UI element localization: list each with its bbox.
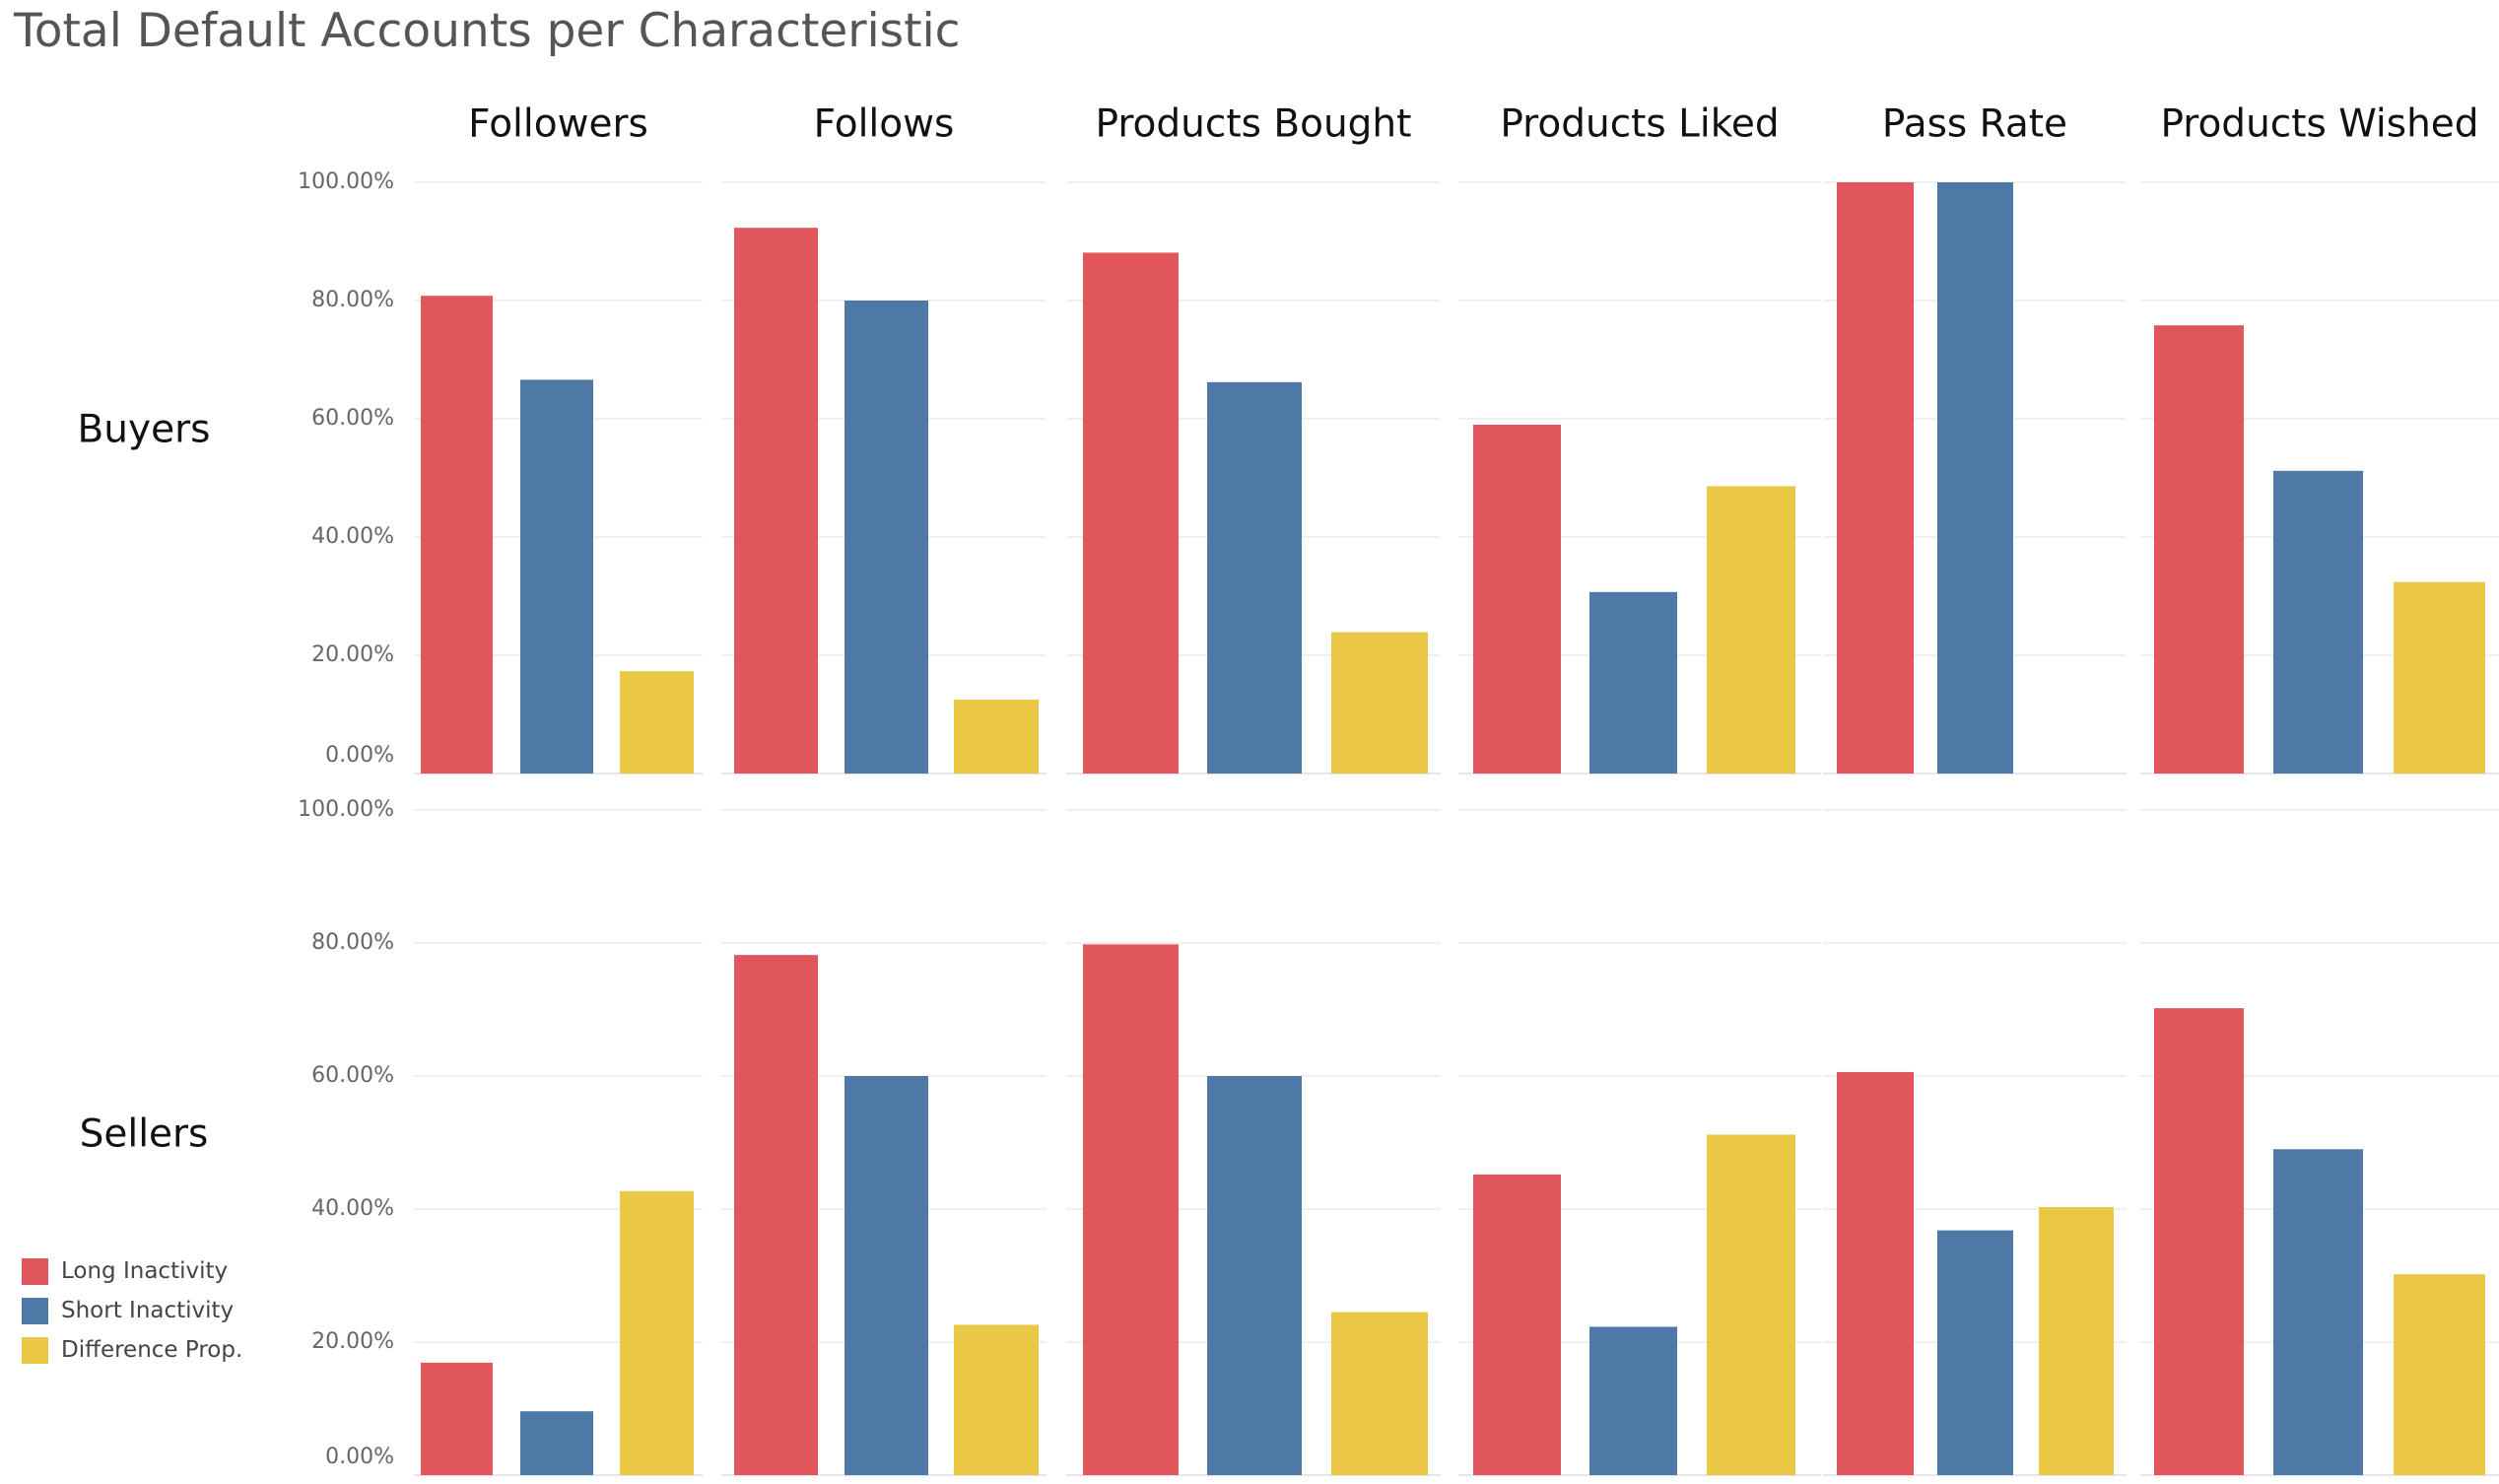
legend-item-long-inactivity[interactable]: Long Inactivity: [22, 1251, 242, 1291]
legend-label-difference-prop: Difference Prop.: [61, 1337, 243, 1363]
chart-title: Total Default Accounts per Characteristi…: [14, 4, 961, 58]
y-tick-label-buyers-60: 60.00%: [311, 406, 394, 431]
column-header-products-bought: Products Bought: [1096, 102, 1412, 147]
bar-buyers-pass-rate-long-inactivity[interactable]: [1837, 182, 1914, 774]
bar-sellers-products-bought-difference-prop[interactable]: [1331, 1312, 1428, 1475]
bar-sellers-products-wished-long-inactivity[interactable]: [2154, 1008, 2244, 1475]
legend-swatch-long-inactivity: [22, 1257, 48, 1285]
bar-buyers-follows-short-inactivity[interactable]: [844, 301, 928, 774]
bar-buyers-products-wished-difference-prop[interactable]: [2394, 581, 2485, 774]
bar-sellers-followers-difference-prop[interactable]: [620, 1190, 694, 1475]
bar-buyers-products-liked-difference-prop[interactable]: [1707, 486, 1795, 774]
bar-sellers-products-bought-short-inactivity[interactable]: [1207, 1076, 1302, 1475]
y-tick-label-buyers-0: 0.00%: [325, 743, 394, 768]
legend-label-short-inactivity: Short Inactivity: [61, 1298, 235, 1323]
y-tick-label-buyers-100: 100.00%: [298, 169, 394, 194]
y-tick-label-sellers-100: 100.00%: [298, 797, 394, 822]
bar-sellers-follows-difference-prop[interactable]: [954, 1324, 1039, 1475]
y-tick-label-sellers-60: 60.00%: [311, 1063, 394, 1088]
bar-marks: [421, 182, 2485, 1475]
legend: Long Inactivity Short Inactivity Differe…: [22, 1251, 242, 1370]
bar-sellers-products-liked-difference-prop[interactable]: [1707, 1134, 1795, 1475]
y-tick-label-sellers-0: 0.00%: [325, 1445, 394, 1469]
bar-sellers-products-bought-long-inactivity[interactable]: [1083, 944, 1179, 1475]
bar-sellers-pass-rate-difference-prop[interactable]: [2039, 1206, 2114, 1475]
legend-item-short-inactivity[interactable]: Short Inactivity: [22, 1291, 242, 1330]
bar-buyers-followers-long-inactivity[interactable]: [421, 296, 493, 774]
bar-buyers-follows-long-inactivity[interactable]: [734, 228, 818, 774]
bar-sellers-products-liked-short-inactivity[interactable]: [1589, 1326, 1677, 1475]
y-tick-label-buyers-80: 80.00%: [311, 288, 394, 312]
bar-buyers-products-wished-short-inactivity[interactable]: [2273, 470, 2363, 774]
column-header-products-liked: Products Liked: [1500, 102, 1779, 147]
bar-buyers-products-liked-short-inactivity[interactable]: [1589, 591, 1677, 774]
legend-swatch-difference-prop: [22, 1336, 48, 1364]
bar-buyers-products-wished-long-inactivity[interactable]: [2154, 325, 2244, 774]
legend-label-long-inactivity: Long Inactivity: [61, 1258, 229, 1284]
column-header-followers: Followers: [468, 102, 648, 147]
bar-buyers-products-bought-long-inactivity[interactable]: [1083, 252, 1179, 774]
bar-buyers-follows-difference-prop[interactable]: [954, 700, 1039, 774]
bar-sellers-followers-long-inactivity[interactable]: [421, 1362, 493, 1475]
bar-sellers-follows-short-inactivity[interactable]: [844, 1076, 928, 1475]
column-headers: Followers Follows Products Bought Products …: [468, 102, 2478, 147]
column-header-products-wished: Products Wished: [2160, 102, 2478, 147]
column-header-follows: Follows: [814, 102, 955, 147]
bar-sellers-products-wished-short-inactivity[interactable]: [2273, 1149, 2363, 1475]
bar-buyers-products-liked-long-inactivity[interactable]: [1473, 425, 1561, 774]
bar-sellers-products-liked-long-inactivity[interactable]: [1473, 1174, 1561, 1475]
y-tick-label-sellers-40: 40.00%: [311, 1196, 394, 1221]
bar-buyers-followers-difference-prop[interactable]: [620, 671, 694, 774]
bar-sellers-products-wished-difference-prop[interactable]: [2394, 1274, 2485, 1475]
bar-sellers-pass-rate-short-inactivity[interactable]: [1937, 1230, 2013, 1475]
legend-swatch-short-inactivity: [22, 1297, 48, 1324]
row-headers: Buyers Sellers: [78, 408, 211, 1157]
row-header-buyers: Buyers: [78, 408, 211, 452]
legend-item-difference-prop[interactable]: Difference Prop.: [22, 1330, 242, 1370]
row-header-sellers: Sellers: [80, 1113, 209, 1157]
column-header-pass-rate: Pass Rate: [1882, 102, 2067, 147]
bar-buyers-pass-rate-short-inactivity[interactable]: [1937, 182, 2013, 774]
bar-sellers-followers-short-inactivity[interactable]: [520, 1411, 593, 1475]
y-tick-label-buyers-20: 20.00%: [311, 642, 394, 667]
bar-sellers-pass-rate-long-inactivity[interactable]: [1837, 1071, 1914, 1475]
bar-sellers-follows-long-inactivity[interactable]: [734, 955, 818, 1475]
bar-buyers-followers-short-inactivity[interactable]: [520, 379, 593, 774]
bar-buyers-products-bought-difference-prop[interactable]: [1331, 632, 1428, 774]
y-tick-label-sellers-80: 80.00%: [311, 930, 394, 955]
y-axis-ticks: 0.00% 20.00% 40.00% 60.00% 80.00% 100.00% 0.00…: [298, 169, 394, 1469]
y-tick-label-buyers-40: 40.00%: [311, 524, 394, 549]
y-tick-label-sellers-20: 20.00%: [311, 1329, 394, 1354]
bar-buyers-products-bought-short-inactivity[interactable]: [1207, 381, 1302, 774]
